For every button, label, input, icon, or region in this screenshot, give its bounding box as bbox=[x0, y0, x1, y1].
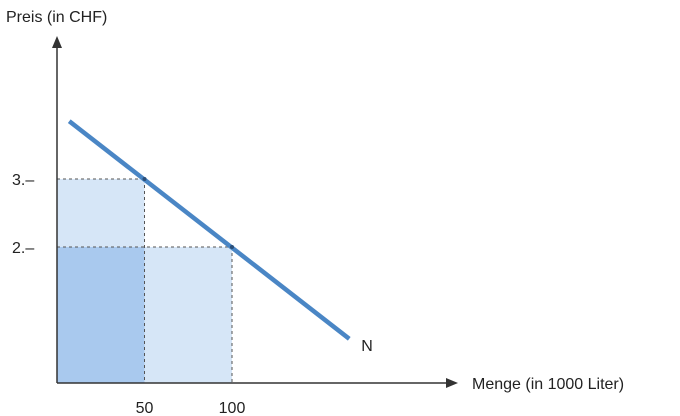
x-axis-label: Menge (in 1000 Liter) bbox=[472, 376, 624, 393]
revenue-regions bbox=[57, 179, 232, 383]
tick-labels: 50 100 3.– 2.– bbox=[12, 172, 245, 416]
demand-point-1 bbox=[142, 177, 147, 181]
series-group: N bbox=[67, 119, 373, 355]
x-tick-50: 50 bbox=[136, 400, 154, 416]
series-label-n: N bbox=[361, 338, 373, 355]
y-tick-2: 2.– bbox=[12, 240, 34, 257]
guide-lines bbox=[57, 178, 233, 383]
demand-point-2 bbox=[230, 245, 234, 249]
y-axis-label: Preis (in CHF) bbox=[6, 9, 107, 26]
x-axis-arrow bbox=[446, 378, 458, 388]
revenue-region-3 bbox=[144, 247, 232, 383]
x-tick-100: 100 bbox=[219, 400, 246, 416]
revenue-region-2 bbox=[57, 247, 145, 383]
demand-line bbox=[67, 119, 351, 341]
y-axis-arrow bbox=[52, 36, 62, 48]
revenue-region-1 bbox=[57, 179, 145, 247]
y-tick-3: 3.– bbox=[12, 172, 34, 189]
